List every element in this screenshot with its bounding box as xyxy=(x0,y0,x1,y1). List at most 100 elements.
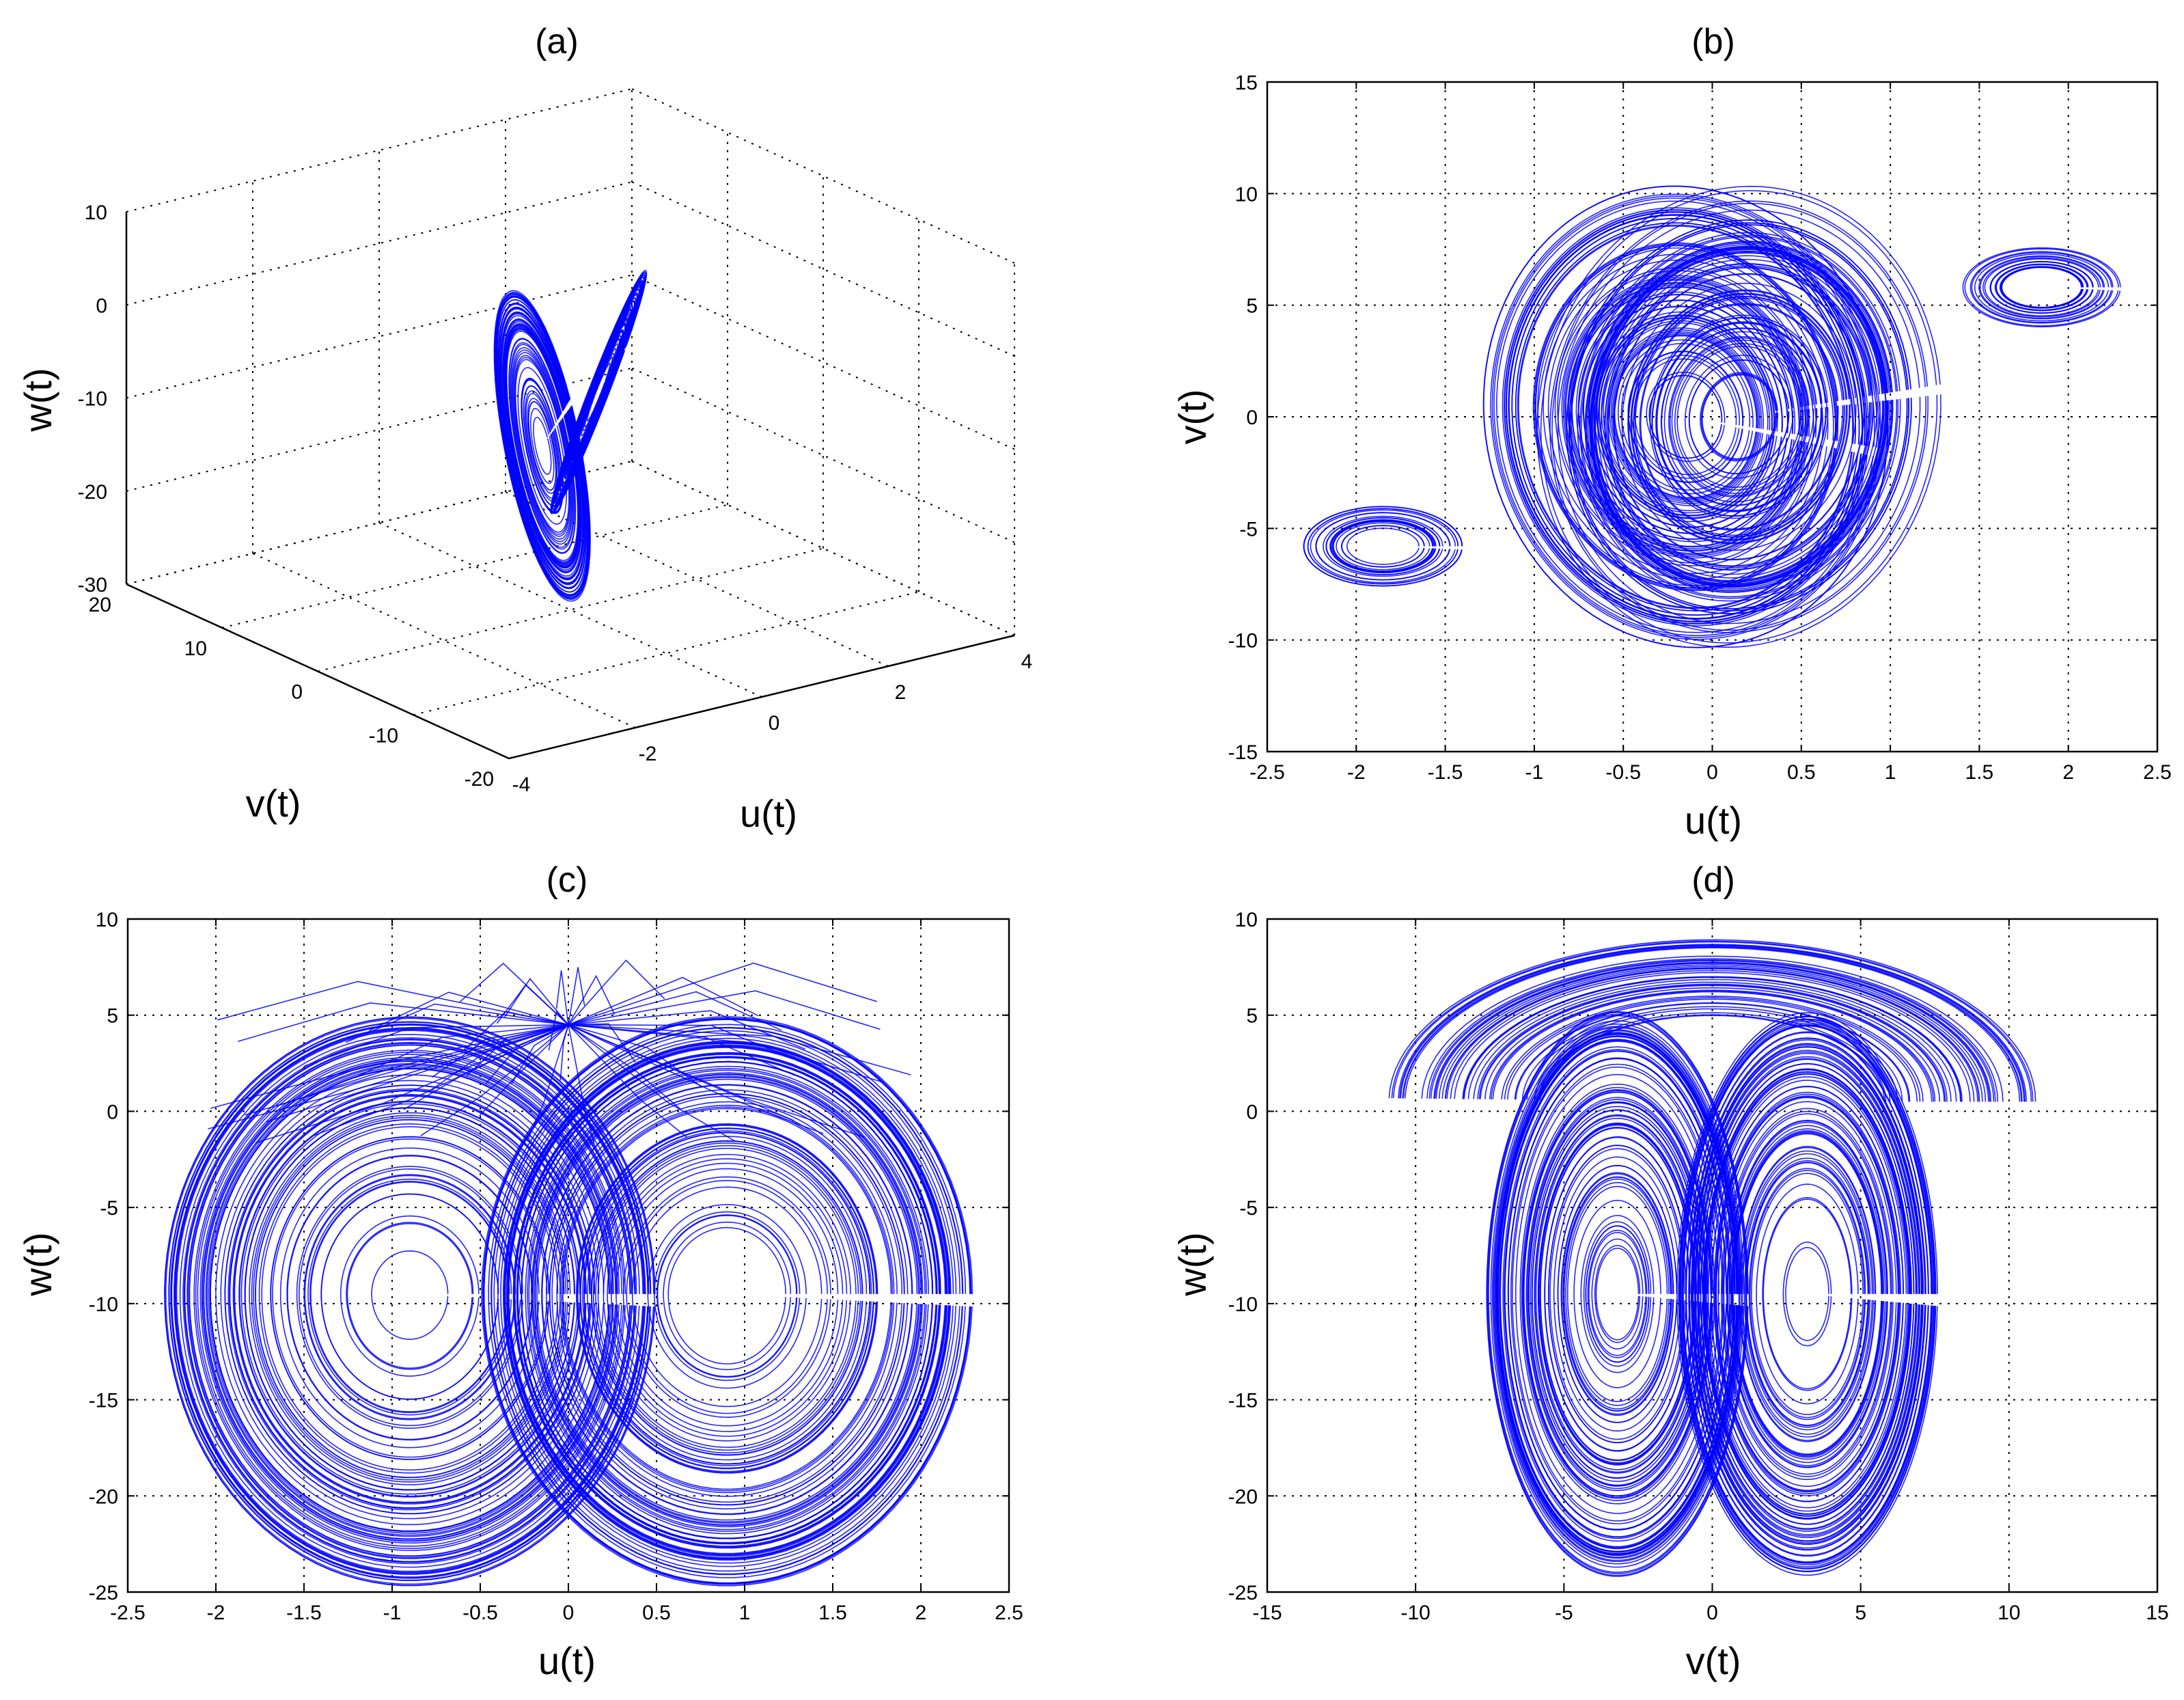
panel-a-trajectory-loop xyxy=(503,321,581,571)
panel-c-trajectory-loop xyxy=(232,1093,587,1505)
panel-b-trajectory-loop xyxy=(1569,284,1802,549)
panel-d-trajectory-loop xyxy=(1522,1088,1713,1499)
panel-c-trajectory-loop xyxy=(503,978,569,1026)
panel-d-ylabel: w(t) xyxy=(1171,1232,1214,1296)
c-ytick-label: -10 xyxy=(89,1293,118,1316)
panel-d-trajectory-loop xyxy=(1532,1109,1703,1479)
panel-a-ztick-label: -30 xyxy=(78,574,107,597)
panel-c-trajectory-loop xyxy=(272,1138,548,1458)
panel-d-trajectory-loop xyxy=(1785,1246,1829,1341)
panel-c-trajectory-loop xyxy=(279,1147,540,1449)
panel-d-trajectory-loop xyxy=(1763,1198,1852,1390)
panel-d-trajectory-loop xyxy=(1497,1035,1738,1553)
panel-d-trajectory-loop xyxy=(1704,1071,1911,1517)
panel-c-trajectory-loop xyxy=(195,1052,624,1550)
b-ytick-label: 0 xyxy=(1246,407,1258,429)
d-ytick-label: -15 xyxy=(1228,1390,1258,1412)
panel-d-trajectory-loop xyxy=(1441,965,1983,1102)
panel-b-trajectory-loop xyxy=(1594,252,1883,581)
panel-b-trajectory-loop xyxy=(1575,291,1796,543)
panel-a-zlabel: w(t) xyxy=(16,368,59,432)
panel-b-trajectory-loop xyxy=(1329,519,1437,574)
panel-b-trajectory-loop xyxy=(1570,224,1908,609)
panel-b-trajectory-loop xyxy=(1984,258,2099,317)
panel-d-trajectory-loop xyxy=(1682,1025,1933,1563)
d-ytick-label: -20 xyxy=(1228,1485,1258,1508)
panel-c-trajectory-loop xyxy=(534,1075,920,1524)
panel-d-trajectory-loop xyxy=(1595,1248,1640,1341)
panel-b-trajectory-loop xyxy=(1974,253,2110,322)
panel-d-trajectory-loop xyxy=(1454,972,1971,1102)
panel-a-trajectory-loop xyxy=(500,312,584,580)
panel-c-trajectory-loop xyxy=(168,1022,651,1581)
panel-a-trajectory-loop xyxy=(566,312,631,473)
panel-d-trajectory-loop xyxy=(1702,1069,1912,1519)
panel-a-ytick-label: 20 xyxy=(89,594,111,616)
panel-c-trajectory-loop xyxy=(559,1024,569,1081)
panel-c-trajectory-loop xyxy=(541,1084,913,1516)
panel-b-trajectory-loop xyxy=(1640,303,1838,530)
panel-d-trajectory-loop xyxy=(1588,1232,1646,1356)
panel-d-trajectory-loop xyxy=(1504,997,1921,1102)
panel-c-trajectory-loop xyxy=(420,1024,569,1136)
panel-d-trajectory-loop xyxy=(1585,1225,1650,1363)
panel-b-trajectory-loop xyxy=(1701,374,1777,460)
panel-c-trajectory-loop xyxy=(568,1024,681,1110)
panel-d-trajectory-loop xyxy=(1741,1153,1873,1435)
panel-b-trajectory-loop xyxy=(1568,222,1910,612)
panel-c-trajectory-loop xyxy=(224,1084,596,1515)
panel-b-trajectory-loop xyxy=(1562,277,1809,557)
d-xtick-label: -15 xyxy=(1252,1602,1282,1624)
b-xtick-label: -1 xyxy=(1525,761,1544,784)
c-ytick-label: 0 xyxy=(107,1101,118,1123)
panel-d-trajectory-loop xyxy=(1502,1046,1732,1542)
panel-d-trajectory-loop xyxy=(1562,1176,1672,1412)
panel-b-trajectory-loop xyxy=(1333,521,1433,572)
panel-b-trajectory-loop xyxy=(1490,193,1881,640)
panel-d-trajectory-loop xyxy=(1392,941,2032,1102)
panel-c-trajectory-loop xyxy=(525,1065,929,1535)
panel-c-trajectory-loop xyxy=(210,1068,610,1532)
panel-d-trajectory-loop xyxy=(1704,1073,1910,1515)
panel-c-trajectory-loop xyxy=(205,1062,614,1537)
panel-c-trajectory-loop xyxy=(568,1024,794,1121)
panel-d-trajectory-loop xyxy=(1523,1091,1712,1497)
panel-b-trajectory-loop xyxy=(1621,282,1857,551)
panel-b-trajectory-loop xyxy=(1303,506,1463,587)
panel-c-trajectory-loop xyxy=(187,1043,633,1559)
panel-a-trajectory-loop xyxy=(573,329,624,456)
b-ytick-label: 10 xyxy=(1235,183,1258,206)
panel-a-ytick-label: 10 xyxy=(184,638,207,660)
panel-b-trajectory-loop xyxy=(1676,345,1801,489)
panel-a-ytick-label: 0 xyxy=(291,681,303,704)
panel-d-trajectory-loop xyxy=(1515,1073,1719,1514)
panel-b-trajectory-loop xyxy=(1491,195,1880,638)
panel-c-trajectory-loop xyxy=(303,1024,569,1067)
panel-d-trajectory-loop xyxy=(1565,1181,1670,1406)
panel-d-trajectory-loop xyxy=(1487,1012,1748,1576)
b-xtick-label: -0.5 xyxy=(1605,761,1641,784)
panel-c-trajectory-loop xyxy=(270,1136,550,1460)
panel-d-trajectory-loop xyxy=(1682,1024,1933,1564)
panel-d-trajectory-loop xyxy=(1504,1049,1731,1539)
panel-a-trajectory-loop xyxy=(501,315,583,577)
panel-a-trajectory-loop xyxy=(575,335,622,450)
d-ytick-label: -5 xyxy=(1239,1197,1258,1220)
panel-c-trajectory-loop xyxy=(368,991,569,1032)
panel-d-trajectory-loop xyxy=(1467,978,1957,1102)
panel-b-trajectory-loop xyxy=(1557,270,1814,564)
panel-c-trajectory-loop xyxy=(527,1067,928,1532)
d-xtick-label: 10 xyxy=(1998,1602,2020,1624)
panel-b-trajectory-loop xyxy=(1565,279,1806,554)
panel-d-trajectory-loop xyxy=(1717,1101,1897,1487)
panel-c-trajectory-loop xyxy=(663,1221,792,1371)
panel-c-trajectory-loop xyxy=(220,1080,600,1520)
panel-b-trajectory-loop xyxy=(1568,282,1803,551)
panel-d-trajectory-loop xyxy=(1740,1150,1875,1438)
panel-d-trajectory-loop xyxy=(1521,1086,1714,1501)
panel-a-trajectory-loop xyxy=(512,352,572,540)
b-ytick-label: -10 xyxy=(1228,630,1258,653)
panel-d-trajectory-loop xyxy=(1594,1245,1641,1343)
panel-c-trajectory-loop xyxy=(591,1140,863,1455)
panel-b-trajectory-loop xyxy=(1971,251,2112,323)
